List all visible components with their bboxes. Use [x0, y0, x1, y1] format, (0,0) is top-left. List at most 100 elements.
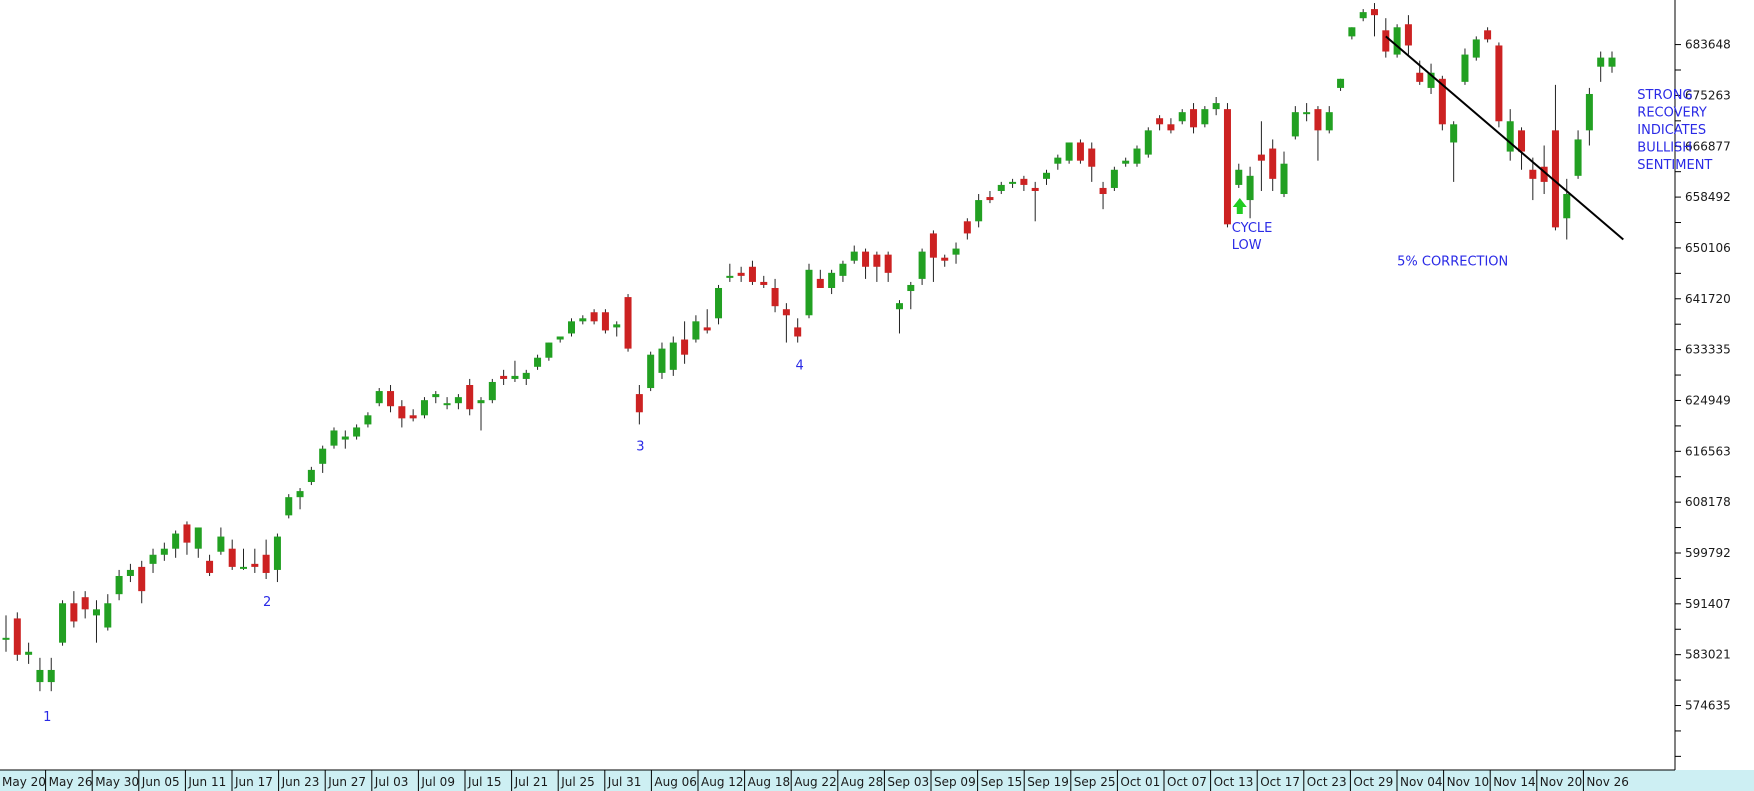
x-tick-label: Oct 07	[1167, 775, 1207, 789]
candle	[1246, 166, 1254, 219]
candle	[1201, 106, 1209, 128]
candle-body-down	[771, 287, 779, 307]
date-axis-bar	[0, 770, 1754, 791]
candle-body-up	[126, 569, 134, 576]
candle-body-down	[1031, 187, 1039, 191]
candle	[975, 194, 983, 228]
candle-body-down	[737, 272, 745, 276]
x-tick-label: Jun 05	[141, 775, 180, 789]
candle	[1269, 139, 1277, 191]
candle-body-up	[364, 415, 372, 425]
candle-body-up	[579, 318, 587, 322]
candle	[1076, 139, 1084, 164]
candle	[353, 424, 361, 440]
candle	[1110, 166, 1118, 191]
candle	[1461, 48, 1469, 85]
cycle-low-label-line2: LOW	[1232, 238, 1262, 253]
candle	[997, 181, 1005, 195]
candle-body-down	[206, 560, 214, 573]
y-tick-label: 583021	[1685, 648, 1731, 662]
x-tick-label: Oct 29	[1353, 775, 1393, 789]
candle-body-up	[1574, 139, 1582, 176]
candle-body-down	[500, 375, 508, 379]
candle-body-up	[25, 651, 33, 655]
candle-body-up	[1506, 121, 1514, 152]
x-tick-label: Aug 06	[654, 775, 697, 789]
candle	[771, 278, 779, 313]
candle	[760, 275, 768, 288]
candle	[296, 488, 304, 510]
x-tick-label: Jun 11	[187, 775, 226, 789]
candle	[647, 351, 655, 392]
candle-body-down	[1495, 45, 1503, 122]
wave-label-2: 2	[263, 595, 271, 610]
candle-body-down	[1167, 124, 1175, 131]
candle	[59, 600, 67, 646]
candle	[929, 230, 937, 282]
candle	[115, 569, 123, 601]
candle-body-up	[1065, 142, 1073, 161]
candle-body-down	[13, 618, 21, 655]
x-tick-label: Nov 20	[1540, 775, 1583, 789]
y-tick-label: 675263	[1685, 88, 1731, 102]
candle-body-up	[240, 566, 248, 569]
candle	[726, 263, 734, 282]
candle-body-up	[918, 251, 926, 279]
candle-body-up	[907, 284, 915, 292]
candle-body-down	[1540, 166, 1548, 182]
candle	[466, 378, 474, 416]
candle-body-up	[149, 554, 157, 564]
candle-body-up	[330, 430, 338, 446]
cycle-low-arrow-icon	[1232, 197, 1247, 214]
candle	[454, 394, 462, 410]
candle	[432, 391, 440, 404]
candle	[443, 397, 451, 410]
candle	[488, 378, 496, 404]
candle-body-up	[839, 263, 847, 276]
candle	[1506, 109, 1514, 161]
candle-body-down	[1099, 187, 1107, 195]
y-axis-ticks: 683648 675263 666877 658492 650106 641720 6333…	[1675, 38, 1731, 757]
candle	[217, 527, 225, 555]
candle	[285, 494, 293, 519]
candle	[556, 336, 564, 343]
x-tick-label: Jun 27	[327, 775, 366, 789]
candle-body-up	[1009, 181, 1017, 184]
candle	[681, 321, 689, 364]
candle	[1597, 51, 1605, 82]
candle-body-up	[1427, 72, 1435, 88]
candle	[477, 397, 485, 431]
y-tick-label: 616563	[1685, 444, 1731, 458]
candle-body-up	[1597, 57, 1605, 67]
candle	[500, 369, 508, 385]
candle-body-up	[1472, 39, 1480, 58]
candle-body-up	[217, 536, 225, 552]
candle	[1484, 27, 1492, 43]
candle-body-up	[1212, 103, 1220, 110]
candle	[1133, 145, 1141, 167]
candle-body-down	[1190, 109, 1198, 128]
candle	[669, 336, 677, 376]
candle	[1144, 127, 1152, 158]
y-tick-label: 574635	[1685, 699, 1731, 713]
candle-body-up	[59, 603, 67, 643]
candle-body-up	[1054, 157, 1062, 164]
x-tick-label: Sep 03	[887, 775, 929, 789]
candle	[1235, 163, 1243, 188]
candle	[319, 445, 327, 473]
candle-body-up	[47, 669, 55, 683]
candle-body-down	[635, 394, 643, 413]
x-tick-label: Jun 23	[281, 775, 320, 789]
candle	[567, 318, 575, 337]
candle	[1518, 127, 1526, 170]
candle-body-up	[850, 251, 858, 261]
x-tick-label: Jul 15	[467, 775, 502, 789]
candle	[70, 591, 78, 628]
candle	[658, 342, 666, 379]
recovery-label-line4: BULLISH	[1637, 141, 1692, 156]
candle	[387, 385, 395, 413]
candle-body-down	[681, 339, 689, 355]
candle	[81, 591, 89, 619]
candle-body-down	[1156, 118, 1164, 125]
wave-label-3: 3	[636, 439, 644, 454]
